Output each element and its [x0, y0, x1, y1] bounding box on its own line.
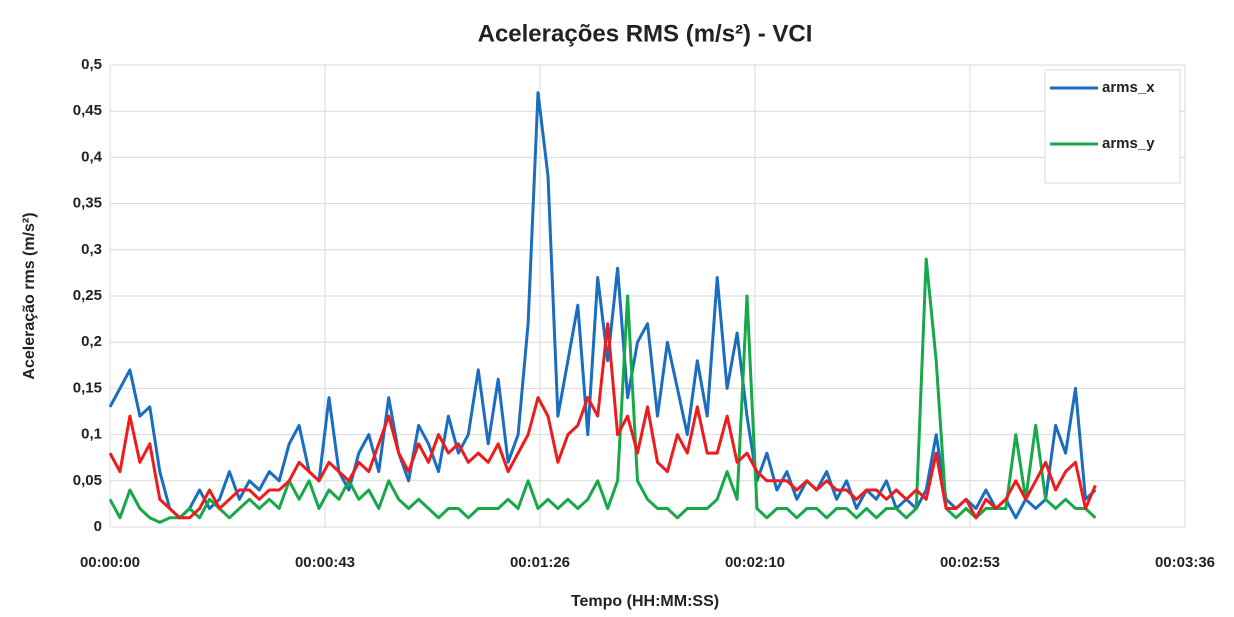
- y-tick-label: 0: [94, 518, 102, 535]
- y-tick-label: 0,35: [73, 195, 102, 212]
- plot-border: [109, 64, 1186, 528]
- chart-title: Acelerações RMS (m/s²) - VCI: [478, 20, 813, 47]
- legend-label: arms_x: [1102, 79, 1155, 96]
- y-axis-label: Aceleração rms (m/s²): [21, 212, 38, 379]
- x-tick-label: 00:01:26: [510, 554, 570, 571]
- x-axis-label: Tempo (HH:MM:SS): [571, 593, 719, 610]
- y-tick-label: 0,25: [73, 287, 102, 304]
- x-tick-label: 00:02:10: [725, 554, 785, 571]
- x-tick-label: 00:00:00: [80, 554, 140, 571]
- series-line: [108, 91, 1097, 520]
- y-tick-label: 0,3: [81, 241, 102, 258]
- y-tick-label: 0,2: [81, 333, 102, 350]
- y-tick-label: 0,1: [81, 426, 102, 443]
- legend-label: arms_y: [1102, 135, 1155, 152]
- series-line: [108, 322, 1097, 520]
- y-tick-label: 0,05: [73, 472, 102, 489]
- y-tick-label: 0,5: [81, 56, 102, 73]
- y-tick-label: 0,4: [81, 148, 103, 165]
- x-tick-label: 00:02:53: [940, 554, 1000, 571]
- series-line: [108, 257, 1097, 524]
- x-tick-label: 00:00:43: [295, 554, 355, 571]
- y-tick-label: 0,15: [73, 379, 102, 396]
- y-tick-label: 0,45: [73, 102, 102, 119]
- x-tick-label: 00:03:36: [1155, 554, 1215, 571]
